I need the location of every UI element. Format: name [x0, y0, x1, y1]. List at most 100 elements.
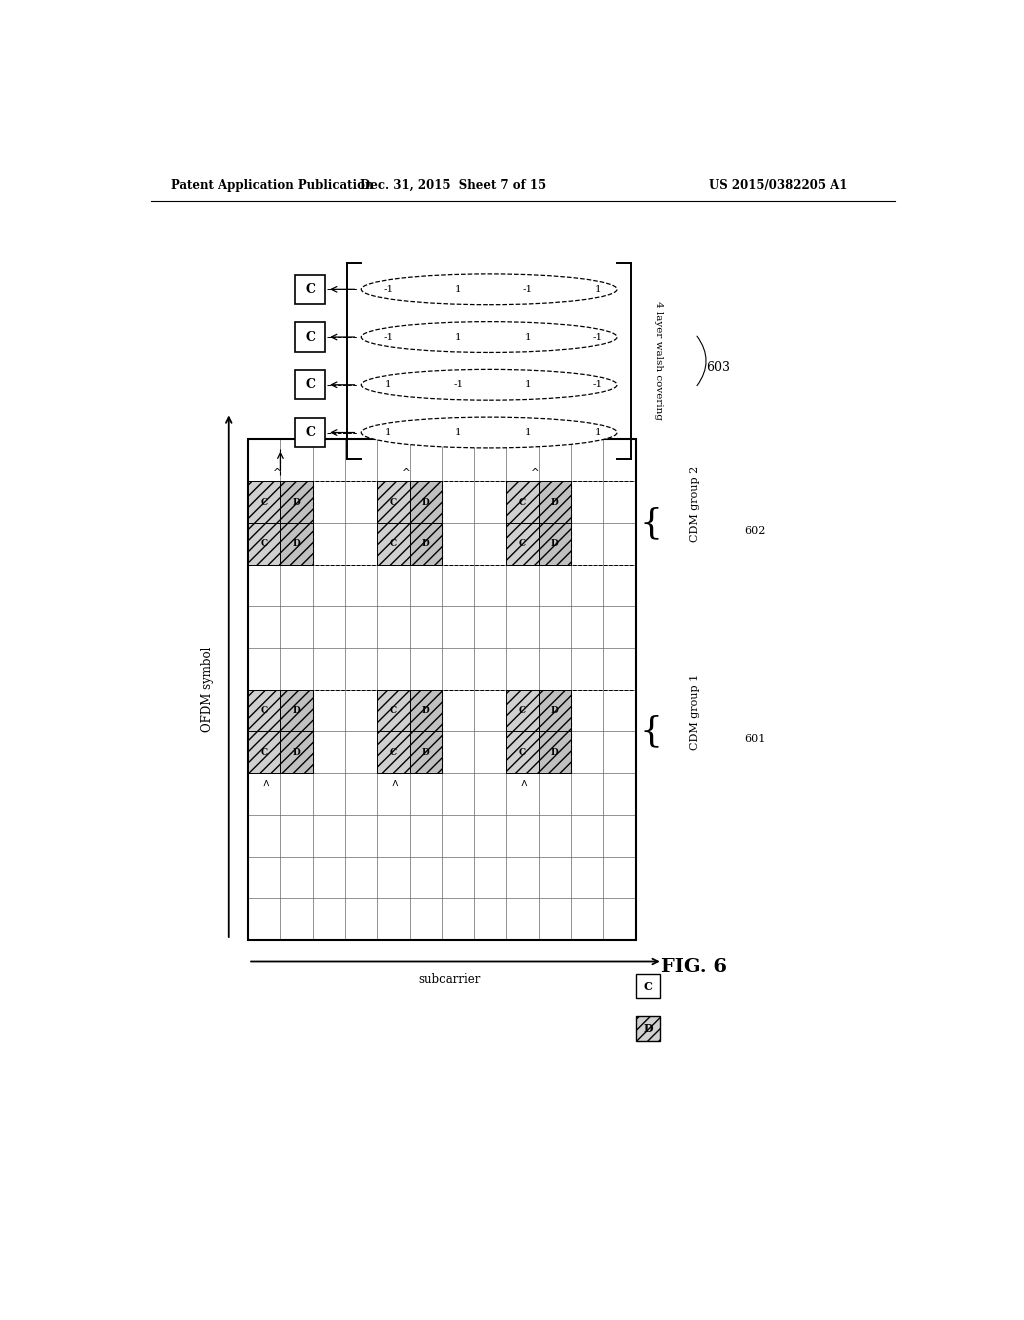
Text: C: C	[261, 540, 268, 548]
Text: C: C	[261, 498, 268, 507]
Text: C: C	[261, 706, 268, 715]
Text: 603: 603	[707, 360, 730, 374]
Text: 1: 1	[594, 428, 601, 437]
Bar	[281, 482, 312, 523]
Text: 1: 1	[455, 428, 462, 437]
Bar	[295, 418, 325, 447]
Bar	[539, 731, 571, 774]
Text: 602: 602	[744, 525, 766, 536]
Text: C: C	[305, 282, 315, 296]
Bar	[281, 690, 312, 731]
Bar	[507, 731, 539, 774]
Bar	[377, 523, 410, 565]
Text: 601: 601	[744, 734, 766, 744]
Text: 4 layer walsh covering: 4 layer walsh covering	[654, 301, 664, 420]
Text: <: <	[259, 779, 269, 788]
Bar	[281, 731, 312, 774]
Ellipse shape	[361, 417, 617, 447]
Text: C: C	[390, 498, 397, 507]
Text: Dec. 31, 2015  Sheet 7 of 15: Dec. 31, 2015 Sheet 7 of 15	[360, 178, 547, 191]
Bar	[410, 731, 442, 774]
Ellipse shape	[361, 275, 617, 305]
Ellipse shape	[361, 322, 617, 352]
Bar	[539, 523, 571, 565]
Bar	[248, 690, 281, 731]
Text: D: D	[293, 498, 300, 507]
Bar	[539, 690, 571, 731]
Text: D: D	[422, 706, 430, 715]
Text: D: D	[643, 1023, 653, 1034]
Text: 1: 1	[385, 428, 392, 437]
Text: C: C	[644, 981, 652, 991]
Text: {: {	[640, 714, 663, 748]
Bar	[636, 1016, 660, 1040]
Bar	[377, 482, 410, 523]
Text: -1: -1	[383, 333, 393, 342]
Text: <: <	[388, 779, 398, 788]
Text: US 2015/0382205 A1: US 2015/0382205 A1	[710, 178, 848, 191]
Text: C: C	[261, 747, 268, 756]
Text: C: C	[305, 330, 315, 343]
Text: D: D	[422, 498, 430, 507]
Bar	[507, 482, 539, 523]
Text: C: C	[390, 747, 397, 756]
Bar	[636, 974, 660, 998]
Bar	[377, 731, 410, 774]
Bar	[377, 690, 410, 731]
Text: D: D	[551, 747, 559, 756]
Text: Patent Application Publication: Patent Application Publication	[171, 178, 373, 191]
Text: 1: 1	[594, 285, 601, 294]
Text: D: D	[422, 540, 430, 548]
Text: <: <	[517, 779, 527, 788]
Text: -1: -1	[383, 285, 393, 294]
Bar	[295, 275, 325, 304]
Bar	[248, 482, 281, 523]
Text: 1: 1	[385, 380, 392, 389]
Text: ^: ^	[531, 469, 540, 478]
Bar	[539, 482, 571, 523]
Text: D: D	[551, 498, 559, 507]
Text: D: D	[293, 747, 300, 756]
Bar	[507, 690, 539, 731]
Text: D: D	[293, 540, 300, 548]
Text: CDM group 2: CDM group 2	[690, 466, 699, 541]
Bar	[507, 523, 539, 565]
Text: C: C	[519, 706, 526, 715]
Text: D: D	[551, 540, 559, 548]
Text: FIG. 6: FIG. 6	[660, 958, 727, 975]
Text: C: C	[305, 379, 315, 391]
Text: 1: 1	[524, 428, 531, 437]
Text: {: {	[640, 506, 663, 540]
Text: subcarrier: subcarrier	[419, 973, 481, 986]
Text: D: D	[422, 747, 430, 756]
Text: OFDM symbol: OFDM symbol	[202, 647, 214, 733]
Text: -1: -1	[453, 380, 463, 389]
Bar	[281, 523, 312, 565]
Text: 1: 1	[524, 380, 531, 389]
Text: 1: 1	[455, 333, 462, 342]
Bar	[410, 523, 442, 565]
Text: C: C	[519, 540, 526, 548]
Bar	[248, 731, 281, 774]
Text: C: C	[519, 498, 526, 507]
Ellipse shape	[361, 370, 617, 400]
Text: C: C	[390, 540, 397, 548]
Bar	[248, 440, 636, 940]
Text: CDM group 1: CDM group 1	[690, 675, 699, 750]
Text: 1: 1	[524, 333, 531, 342]
Bar	[248, 523, 281, 565]
Text: D: D	[293, 706, 300, 715]
Text: -1: -1	[593, 380, 603, 389]
Bar	[410, 690, 442, 731]
Bar	[295, 322, 325, 351]
Text: C: C	[305, 426, 315, 440]
Text: C: C	[390, 706, 397, 715]
Text: -1: -1	[593, 333, 603, 342]
Text: -1: -1	[523, 285, 532, 294]
Bar	[410, 482, 442, 523]
Text: ^: ^	[272, 469, 282, 478]
Text: ^: ^	[402, 469, 411, 478]
Text: D: D	[551, 706, 559, 715]
Text: 1: 1	[455, 285, 462, 294]
Bar	[295, 370, 325, 400]
